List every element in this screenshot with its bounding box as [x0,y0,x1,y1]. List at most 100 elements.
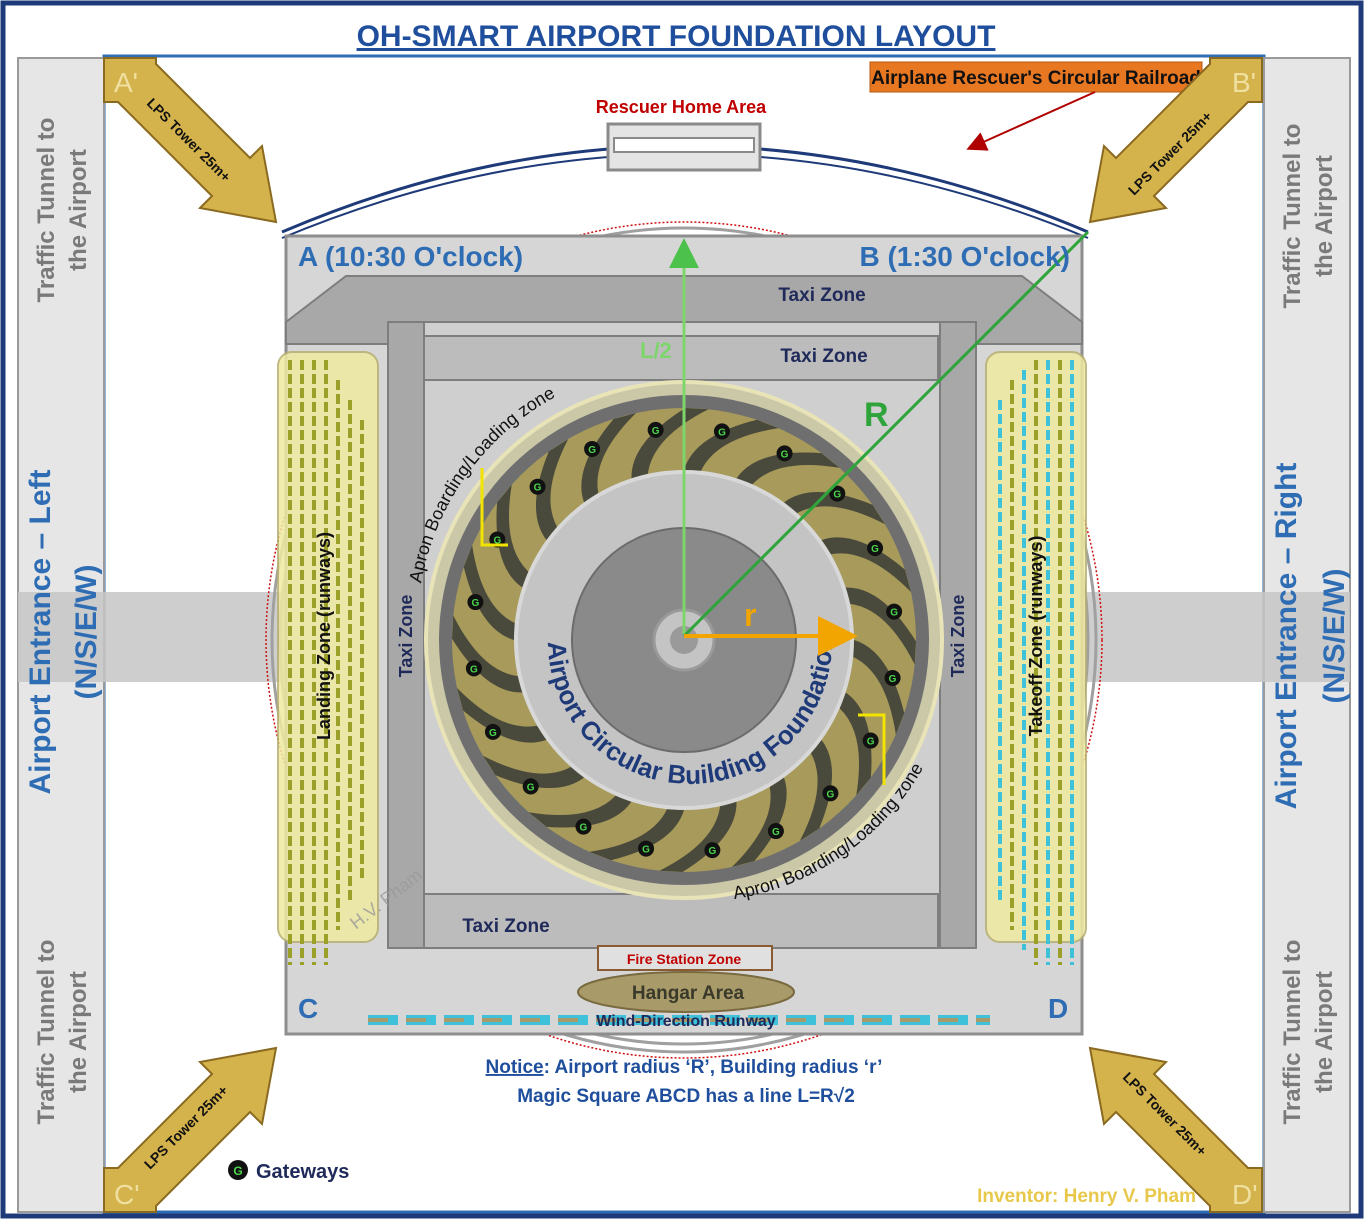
tunnel-label-top-left-2: the Airport [65,149,92,271]
taxi-zone-bottom [423,893,939,949]
gateway-icon: G [867,540,884,557]
svg-text:G: G [580,823,588,834]
tunnel-label-bottom-right-2: the Airport [1311,971,1338,1093]
rescuer-home-label: Rescuer Home Area [596,97,767,117]
svg-text:G: G [889,674,897,685]
small-r-label: r [744,597,756,633]
gateway-icon: G [529,478,546,495]
gateway-icon: G [767,823,784,840]
tower-b-prime-label: B' [1232,67,1256,98]
gateway-spoke [589,809,684,861]
landing-zone-label: Landing Zone (runways) [314,532,334,740]
gateway-spoke [457,687,547,743]
gateway-spoke [736,452,840,485]
tunnel-label-bottom-right-1: Traffic Tunnel to [1279,940,1306,1125]
taxi-zone-left [387,321,425,949]
gateway-icon: G [489,531,506,548]
railroad-label: Airplane Rescuer's Circular Railroad [871,68,1201,89]
svg-text:G: G [493,535,501,546]
corner-b-label: B (1:30 O'clock) [859,241,1070,272]
hangar-area [577,971,795,1013]
gateway-legend-label: Gateways [256,1161,349,1183]
inventor-label: Inventor: Henry V. Pham [977,1186,1196,1207]
gateway-spoke [783,491,886,525]
takeoff-runways [998,360,1074,965]
corner-d-label: D [1048,993,1068,1024]
gateway-spoke [853,640,905,735]
tower-c-prime-label: C' [114,1179,140,1210]
svg-text:G: G [708,846,716,857]
tower-d-prime-label: D' [1232,1179,1258,1210]
tunnel-label-top-left-1: Traffic Tunnel to [33,118,60,303]
tunnel-label-bottom-left-2: the Airport [65,971,92,1093]
notice-line2: Magic Square ABCD has a line L=R√2 [517,1086,855,1107]
gateway-spoke [845,587,916,665]
corner-a-label: A (10:30 O'clock) [298,241,523,272]
svg-text:G: G [871,544,879,555]
entrance-left-label: Airport Entrance – Left [24,469,57,794]
gateway-icon: G [776,445,793,462]
svg-text:G: G [772,827,780,838]
half-l-label: L/2 [640,338,672,363]
svg-text:G: G [833,490,841,501]
tunnel-label-top-right-1: Traffic Tunnel to [1279,124,1306,309]
svg-text:G: G [781,449,789,460]
svg-text:G: G [588,445,596,456]
svg-text:G: G [527,782,535,793]
gateway-icon: G [647,421,664,438]
svg-text:G: G [652,426,660,437]
railroad-dotted-ring [265,221,1103,1059]
gateway-spokes [452,408,916,872]
gateway-legend-icon [228,1160,248,1180]
tunnel-label-bottom-left-1: Traffic Tunnel to [33,940,60,1125]
gateway-spoke [528,795,632,828]
wind-runway-label: Wind-Direction Runway [596,1013,776,1030]
gateway-spoke [631,408,709,479]
gateway-icon: G [822,785,839,802]
gateway-spoke [799,739,833,842]
svg-text:G: G [890,608,898,619]
fire-station-zone [597,945,773,971]
taxi-zone-label-inner: Taxi Zone [780,346,867,367]
big-r-label: R [864,396,889,434]
svg-text:G: G [233,1164,242,1178]
notice-prefix: Notice [486,1057,544,1078]
gateway-icon: G [522,778,539,795]
railroad-pointer [966,91,1096,151]
gateway-spoke [731,777,787,867]
gateway-icon: G [713,423,730,440]
gateway-icon: G [484,723,501,740]
railroad-ring-outer [270,226,1098,1054]
apron-arrow-bottom [858,713,886,785]
taxi-zone-label-bottom: Taxi Zone [462,916,549,937]
gateway-spoke [496,484,529,588]
taxi-zone-right [939,321,977,949]
notice-line1-rest: : Airport radius ‘R’, Building radius ‘r… [544,1057,883,1078]
svg-text:G: G [470,664,478,675]
gateway-spoke [839,692,872,796]
gateway-icon: G [829,485,846,502]
svg-text:G: G [472,598,480,609]
gateway-icon: G [465,660,482,677]
gateway-spoke [684,419,779,471]
svg-text:G: G [867,737,875,748]
gateway-spoke [482,755,585,789]
corner-c-label: C [298,993,318,1024]
taxi-zone-label-right: Taxi Zone [948,595,968,678]
fire-station-label: Fire Station Zone [627,951,742,967]
notice-line1: Notice: Airport radius ‘R’, Building rad… [486,1057,883,1078]
hangar-label: Hangar Area [632,983,745,1004]
gateway-spoke [581,413,637,503]
tunnel-label-top-right-2: the Airport [1311,155,1338,277]
takeoff-zone-label: Takeoff Zone (runways) [1026,536,1046,737]
taxi-zone-label-top: Taxi Zone [778,285,865,306]
gateway-icon: G [862,732,879,749]
gateway-spoke [821,537,911,593]
page-title: OH-SMART AIRPORT FOUNDATION LAYOUT [357,20,996,53]
gateway-icon: G [886,603,903,620]
svg-text:G: G [718,427,726,438]
gateway-spoke [463,545,515,640]
svg-text:G: G [642,845,650,856]
